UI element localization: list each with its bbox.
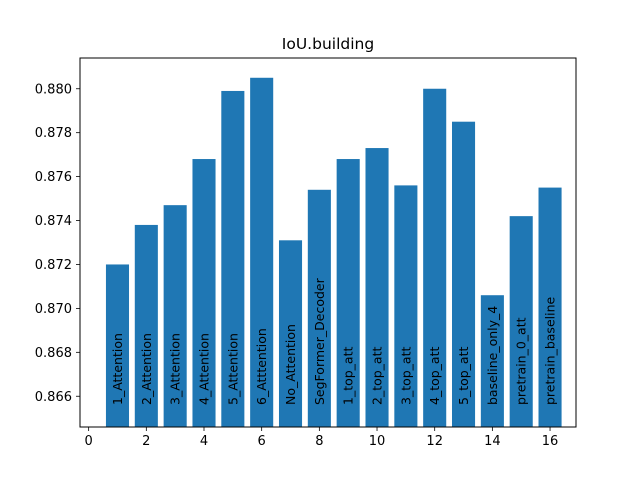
chart-title: IoU.building	[282, 35, 374, 53]
x-axis: 0 2 4 6 8 10 12 14 16	[85, 427, 559, 449]
bar-3_Attention	[163, 205, 187, 427]
bar-label-4_Attention: 4_Attention	[197, 333, 212, 405]
bar-label-baseline_only_4: baseline_only_4	[485, 306, 500, 405]
y-tick-label: 0.878	[35, 126, 72, 141]
bar-labels-group: 1_Attention 2_Attention 3_Attention 4_Atten…	[110, 277, 558, 405]
bar-5_Attention	[221, 90, 245, 427]
bar-5_top_att	[452, 121, 476, 427]
x-tick-label: 16	[542, 434, 559, 449]
x-tick-label: 6	[258, 434, 266, 449]
y-axis: 0.866 0.868 0.870 0.872 0.874 0.876 0.878 0.880	[35, 82, 80, 405]
x-tick-label: 2	[142, 434, 150, 449]
x-tick-label: 4	[200, 434, 208, 449]
bar-4_Attention	[192, 159, 216, 428]
y-tick-label: 0.872	[35, 258, 72, 273]
bar-SegFormer_Decoder	[307, 189, 331, 427]
bar-2_Attention	[134, 224, 158, 427]
x-tick-label: 10	[369, 434, 386, 449]
bar-4_top_att	[423, 88, 447, 427]
x-tick-label: 0	[85, 434, 93, 449]
y-tick-label: 0.880	[35, 82, 72, 97]
bar-6_Atttention	[250, 77, 274, 428]
y-tick-label: 0.870	[35, 302, 72, 317]
y-tick-label: 0.868	[35, 346, 72, 361]
bar-label-3_Attention: 3_Attention	[168, 333, 183, 405]
bar-label-1_top_att: 1_top_att	[341, 347, 356, 405]
x-tick-label: 8	[315, 434, 323, 449]
bar-No_Attention	[278, 240, 303, 427]
bars-group	[105, 77, 562, 428]
bar-label-5_top_att: 5_top_att	[456, 347, 471, 405]
x-tick-label: 12	[426, 434, 443, 449]
bar-pretrain_0_att	[509, 216, 533, 427]
bar-label-6_Atttention: 6_Atttention	[254, 328, 269, 405]
y-tick-label: 0.866	[35, 390, 72, 405]
bar-label-4_top_att: 4_top_att	[427, 347, 442, 405]
bar-label-1_Attention: 1_Attention	[110, 333, 125, 405]
bar-label-3_top_att: 3_top_att	[398, 347, 413, 405]
bar-label-2_Attention: 2_Attention	[139, 333, 154, 405]
bar-label-SegFormer_Decoder: SegFormer_Decoder	[312, 277, 327, 405]
y-tick-label: 0.874	[35, 214, 72, 229]
bar-label-2_top_att: 2_top_att	[370, 347, 385, 405]
x-tick-label: 14	[484, 434, 501, 449]
bar-label-5_Attention: 5_Attention	[225, 333, 240, 405]
bar-baseline_only_4	[480, 295, 504, 427]
bar-label-No_Attention: No_Attention	[283, 324, 298, 405]
y-tick-label: 0.876	[35, 170, 72, 185]
bar-pretrain_baseline	[538, 187, 562, 427]
bar-2_top_att	[365, 148, 389, 428]
bar-1_top_att	[336, 159, 360, 428]
plot-frame	[79, 57, 577, 428]
bar-label-pretrain_baseline: pretrain_baseline	[543, 296, 558, 405]
bar-3_top_att	[394, 185, 418, 427]
bar-1_Attention	[105, 264, 130, 427]
bar-label-pretrain_0_att: pretrain_0_att	[514, 317, 529, 405]
